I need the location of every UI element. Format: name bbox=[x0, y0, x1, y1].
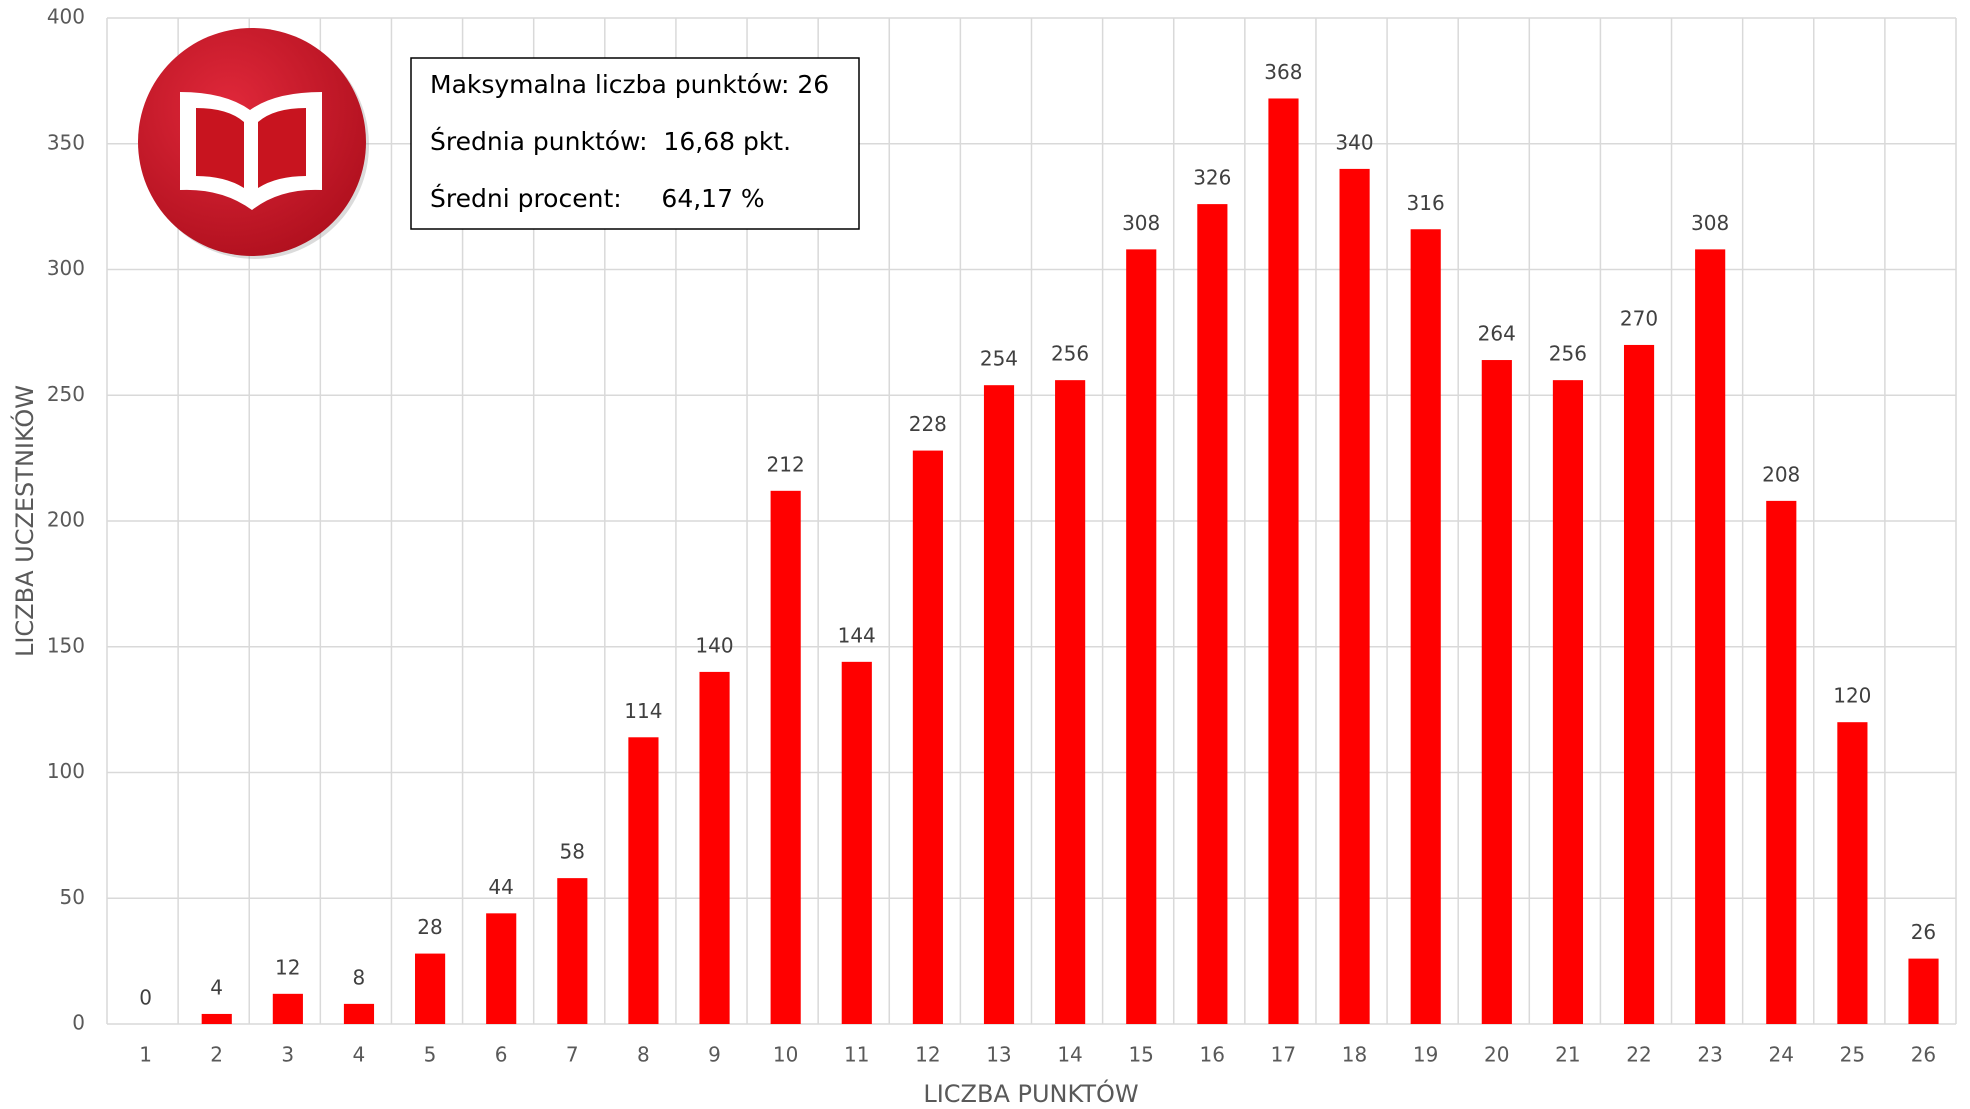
bar bbox=[841, 661, 872, 1024]
value-label: 26 bbox=[1911, 920, 1936, 944]
value-label: 264 bbox=[1478, 322, 1516, 346]
value-label: 254 bbox=[980, 347, 1018, 371]
value-label: 256 bbox=[1549, 342, 1587, 366]
value-label: 0 bbox=[139, 986, 152, 1010]
bar bbox=[1410, 229, 1441, 1024]
value-label: 340 bbox=[1335, 130, 1373, 154]
x-tick-label: 8 bbox=[637, 1043, 650, 1067]
y-tick-label: 0 bbox=[72, 1011, 85, 1035]
x-axis-title: LICZBA PUNKTÓW bbox=[923, 1078, 1138, 1108]
info-line: Maksymalna liczba punktów: 26 bbox=[430, 70, 829, 99]
bar bbox=[272, 993, 303, 1024]
grid bbox=[106, 17, 1957, 1025]
x-tick-label: 12 bbox=[915, 1043, 940, 1067]
info-line: Średni procent: 64,17 % bbox=[430, 183, 765, 213]
x-tick-label: 13 bbox=[986, 1043, 1011, 1067]
logo bbox=[138, 28, 369, 259]
y-tick-label: 100 bbox=[47, 759, 85, 783]
x-tick-label: 23 bbox=[1697, 1043, 1722, 1067]
x-tick-label: 3 bbox=[281, 1043, 294, 1067]
value-label: 270 bbox=[1620, 306, 1658, 330]
bar bbox=[770, 490, 801, 1024]
x-tick-label: 26 bbox=[1911, 1043, 1936, 1067]
x-tick-label: 10 bbox=[773, 1043, 798, 1067]
bar bbox=[557, 878, 588, 1024]
x-tick-label: 21 bbox=[1555, 1043, 1580, 1067]
info-box bbox=[410, 57, 860, 230]
bar bbox=[699, 671, 730, 1024]
value-label: 140 bbox=[695, 633, 733, 657]
x-tick-label: 2 bbox=[210, 1043, 223, 1067]
y-tick-label: 400 bbox=[47, 5, 85, 29]
bar bbox=[1481, 360, 1512, 1024]
x-tick-label: 22 bbox=[1626, 1043, 1651, 1067]
value-label: 44 bbox=[488, 875, 513, 899]
x-tick-label: 14 bbox=[1057, 1043, 1082, 1067]
bar bbox=[912, 450, 943, 1025]
value-label: 8 bbox=[353, 965, 366, 989]
value-label: 308 bbox=[1691, 211, 1729, 235]
value-label: 256 bbox=[1051, 342, 1089, 366]
x-tick-label: 16 bbox=[1200, 1043, 1225, 1067]
value-label: 208 bbox=[1762, 462, 1800, 486]
value-label: 326 bbox=[1193, 166, 1231, 190]
x-tick-label: 20 bbox=[1484, 1043, 1509, 1067]
bar bbox=[1339, 168, 1370, 1024]
x-tick-label: 7 bbox=[566, 1043, 579, 1067]
x-tick-label: 11 bbox=[844, 1043, 869, 1067]
x-tick-label: 4 bbox=[353, 1043, 366, 1067]
value-label: 12 bbox=[275, 955, 300, 979]
x-tick-label: 18 bbox=[1342, 1043, 1367, 1067]
value-label: 228 bbox=[909, 412, 947, 436]
value-label: 120 bbox=[1833, 684, 1871, 708]
y-tick-label: 350 bbox=[47, 130, 85, 154]
bar bbox=[1126, 249, 1157, 1024]
bar bbox=[1908, 958, 1939, 1024]
bar bbox=[1837, 722, 1868, 1024]
x-tick-label: 5 bbox=[424, 1043, 437, 1067]
bar bbox=[201, 1013, 232, 1024]
value-label: 212 bbox=[767, 452, 805, 476]
bar bbox=[1766, 500, 1797, 1024]
marks bbox=[201, 98, 1939, 1025]
value-label: 316 bbox=[1407, 191, 1445, 215]
y-tick-label: 150 bbox=[47, 633, 85, 657]
value-label: 144 bbox=[838, 623, 876, 647]
x-tick-label: 15 bbox=[1128, 1043, 1153, 1067]
bar bbox=[486, 913, 517, 1024]
bar bbox=[1197, 204, 1228, 1025]
bar bbox=[415, 953, 446, 1024]
y-tick-label: 50 bbox=[60, 885, 85, 909]
value-label: 114 bbox=[624, 699, 662, 723]
y-tick-label: 250 bbox=[47, 382, 85, 406]
value-label: 28 bbox=[417, 915, 442, 939]
bar bbox=[1268, 98, 1299, 1025]
bar bbox=[343, 1003, 375, 1024]
value-label: 308 bbox=[1122, 211, 1160, 235]
x-tick-label: 9 bbox=[708, 1043, 721, 1067]
x-tick-label: 1 bbox=[139, 1043, 152, 1067]
bar bbox=[1695, 249, 1726, 1024]
value-label: 4 bbox=[210, 975, 223, 999]
y-axis-title: LICZBA UCZESTNIKÓW bbox=[9, 385, 39, 657]
x-tick-label: 24 bbox=[1768, 1043, 1793, 1067]
y-tick-label: 200 bbox=[47, 508, 85, 532]
y-tick-label: 300 bbox=[47, 256, 85, 280]
bar bbox=[1623, 344, 1655, 1024]
x-tick-label: 17 bbox=[1271, 1043, 1296, 1067]
value-label: 368 bbox=[1264, 60, 1302, 84]
x-tick-label: 19 bbox=[1413, 1043, 1438, 1067]
info-line: Średnia punktów: 16,68 pkt. bbox=[430, 126, 791, 156]
bar bbox=[1055, 380, 1086, 1024]
x-tick-label: 6 bbox=[495, 1043, 508, 1067]
bar bbox=[983, 385, 1015, 1024]
value-label: 58 bbox=[560, 840, 585, 864]
bar bbox=[1552, 380, 1584, 1024]
x-tick-label: 25 bbox=[1840, 1043, 1865, 1067]
bar bbox=[628, 737, 659, 1024]
